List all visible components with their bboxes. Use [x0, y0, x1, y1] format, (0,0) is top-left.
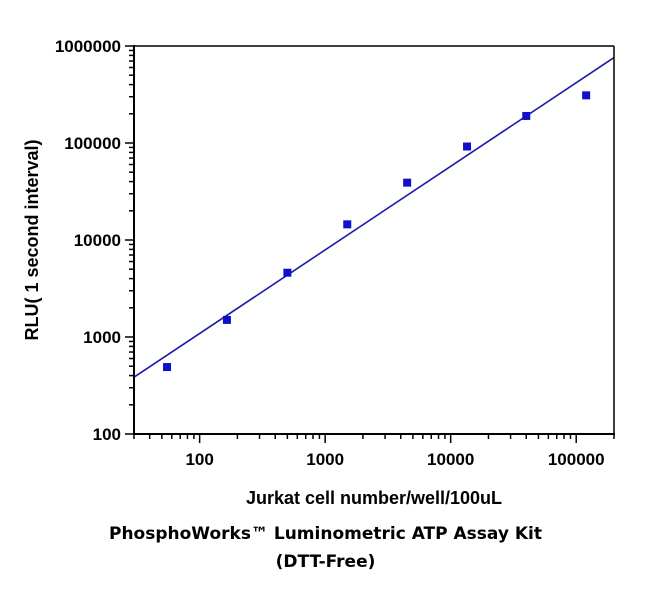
fit-line: [133, 56, 615, 378]
x-tick-label: 100: [185, 450, 213, 469]
data-point: [463, 142, 472, 151]
data-point: [283, 268, 292, 277]
y-axis-title: RLU( 1 second interval): [22, 139, 42, 340]
tick-labels: 100 1000 10000 100000 100 1000 10000 100000 1000…: [55, 37, 605, 469]
data-point: [343, 220, 352, 229]
data-point: [403, 178, 412, 187]
x-axis-title: Jurkat cell number/well/100uL: [246, 488, 502, 508]
data-points: [163, 91, 591, 372]
y-tick-label: 1000: [83, 328, 121, 347]
data-point: [163, 363, 172, 372]
x-tick-label: 10000: [427, 450, 474, 469]
data-point: [522, 111, 531, 120]
data-point: [222, 315, 231, 324]
data-point: [582, 91, 591, 100]
y-tick-label: 10000: [74, 231, 121, 250]
plot-frame: [133, 45, 615, 435]
caption-subtitle: (DTT-Free): [275, 552, 376, 572]
y-tick-label: 1000000: [55, 37, 121, 56]
caption-title: PhosphoWorks™ Luminometric ATP Assay Kit: [109, 524, 542, 544]
x-tick-label: 100000: [548, 450, 605, 469]
y-tick-label: 100: [93, 425, 121, 444]
y-tick-label: 100000: [64, 134, 121, 153]
x-tick-label: 1000: [306, 450, 344, 469]
